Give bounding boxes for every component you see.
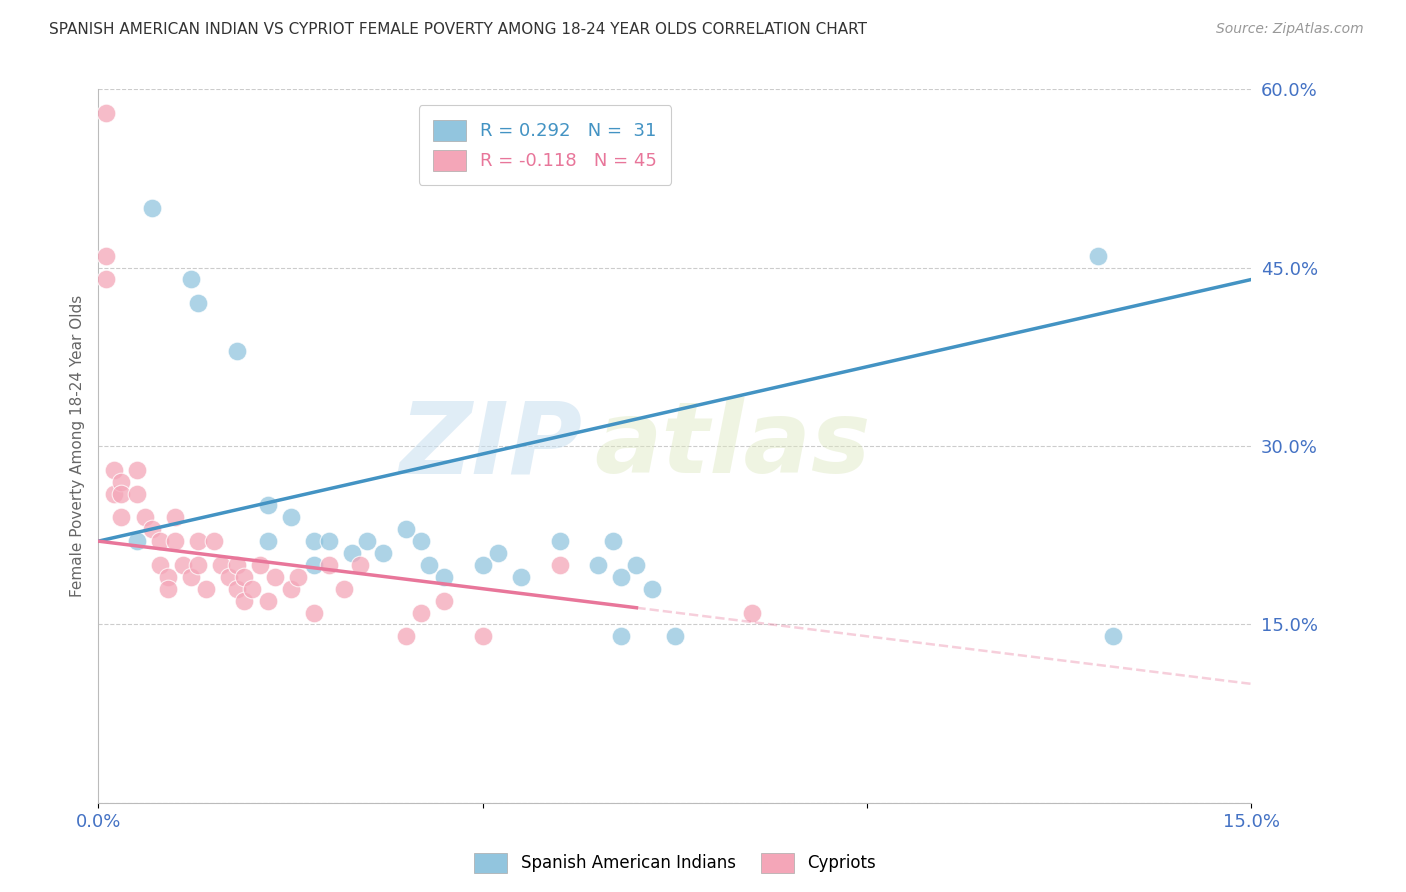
Point: [125, 463, 148, 477]
Text: SPANISH AMERICAN INDIAN VS CYPRIOT FEMALE POVERTY AMONG 18-24 YEAR OLDS CORRELAT: SPANISH AMERICAN INDIAN VS CYPRIOT FEMAL…: [49, 22, 868, 37]
Point: [548, 558, 571, 572]
Point: [225, 343, 247, 358]
Point: [149, 534, 172, 549]
Text: Source: ZipAtlas.com: Source: ZipAtlas.com: [1216, 22, 1364, 37]
Point: [510, 570, 533, 584]
Point: [395, 522, 418, 536]
Point: [110, 486, 132, 500]
Point: [302, 558, 325, 572]
Point: [610, 629, 633, 643]
Point: [280, 510, 302, 524]
Point: [471, 629, 494, 643]
Point: [94, 106, 117, 120]
Point: [141, 522, 163, 536]
Point: [664, 629, 686, 643]
Point: [356, 534, 378, 549]
Point: [156, 570, 179, 584]
Point: [318, 534, 340, 549]
Point: [103, 463, 125, 477]
Text: atlas: atlas: [595, 398, 870, 494]
Point: [187, 534, 209, 549]
Point: [110, 510, 132, 524]
Point: [180, 570, 202, 584]
Point: [225, 558, 247, 572]
Point: [233, 593, 256, 607]
Point: [318, 558, 340, 572]
Point: [125, 486, 148, 500]
Point: [586, 558, 609, 572]
Point: [280, 582, 302, 596]
Point: [418, 558, 440, 572]
Point: [240, 582, 263, 596]
Point: [256, 593, 278, 607]
Point: [1102, 629, 1125, 643]
Point: [165, 534, 187, 549]
Point: [626, 558, 648, 572]
Point: [165, 510, 187, 524]
Point: [233, 570, 256, 584]
Point: [134, 510, 156, 524]
Point: [187, 558, 209, 572]
Point: [302, 534, 325, 549]
Point: [349, 558, 371, 572]
Point: [110, 475, 132, 489]
Point: [641, 582, 664, 596]
Point: [264, 570, 287, 584]
Point: [125, 534, 148, 549]
Point: [287, 570, 309, 584]
Point: [486, 546, 509, 560]
Point: [471, 558, 494, 572]
Point: [333, 582, 356, 596]
Point: [256, 534, 278, 549]
Point: [172, 558, 194, 572]
Point: [371, 546, 394, 560]
Legend: R = 0.292   N =  31, R = -0.118   N = 45: R = 0.292 N = 31, R = -0.118 N = 45: [419, 105, 672, 185]
Point: [433, 570, 456, 584]
Point: [103, 486, 125, 500]
Point: [187, 296, 209, 310]
Point: [156, 582, 179, 596]
Point: [340, 546, 363, 560]
Point: [433, 593, 456, 607]
Point: [195, 582, 218, 596]
Point: [94, 249, 117, 263]
Point: [602, 534, 624, 549]
Point: [1087, 249, 1109, 263]
Point: [548, 534, 571, 549]
Point: [395, 629, 418, 643]
Point: [249, 558, 271, 572]
Point: [610, 570, 633, 584]
Y-axis label: Female Poverty Among 18-24 Year Olds: Female Poverty Among 18-24 Year Olds: [69, 295, 84, 597]
Point: [141, 201, 163, 215]
Point: [202, 534, 225, 549]
Point: [180, 272, 202, 286]
Point: [256, 499, 278, 513]
Point: [741, 606, 763, 620]
Point: [411, 534, 433, 549]
Point: [411, 606, 433, 620]
Point: [94, 272, 117, 286]
Text: ZIP: ZIP: [399, 398, 582, 494]
Point: [149, 558, 172, 572]
Point: [218, 570, 240, 584]
Point: [209, 558, 232, 572]
Point: [302, 606, 325, 620]
Legend: Spanish American Indians, Cypriots: Spanish American Indians, Cypriots: [467, 847, 883, 880]
Point: [225, 582, 247, 596]
